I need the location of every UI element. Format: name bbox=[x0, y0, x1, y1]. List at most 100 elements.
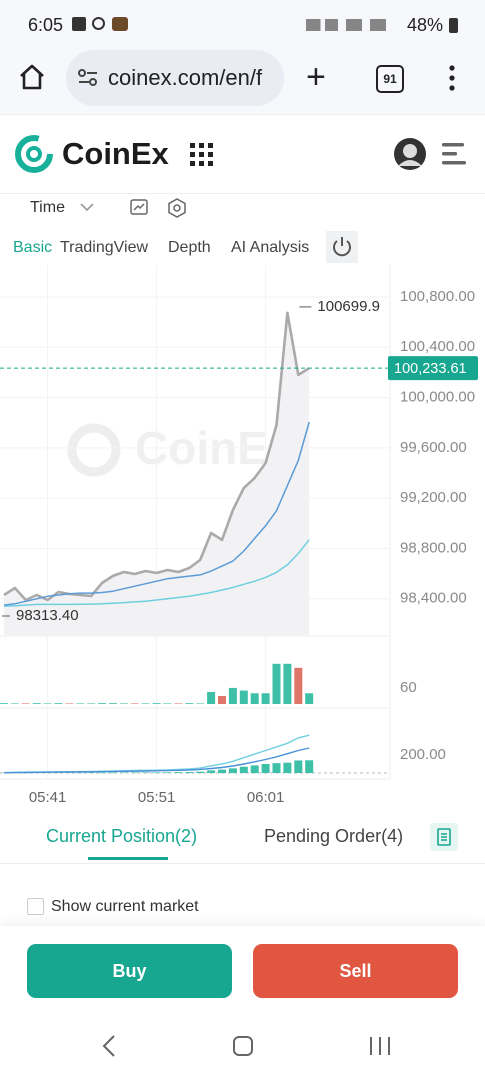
volume-bar bbox=[196, 703, 205, 704]
volume-bar bbox=[163, 703, 172, 704]
tab-underline bbox=[88, 857, 168, 860]
volume-bar bbox=[0, 703, 8, 704]
indicator-line bbox=[3, 747, 310, 774]
y-tick-label: 60 bbox=[400, 679, 417, 696]
site-header bbox=[0, 114, 485, 194]
y-tick-label: 98,800.00 bbox=[400, 539, 467, 556]
nav-home[interactable] bbox=[232, 1035, 254, 1057]
volume-bar bbox=[10, 703, 19, 704]
volume-bar bbox=[54, 703, 63, 704]
x-tick-label: 05:51 bbox=[138, 789, 176, 806]
hist-bar bbox=[119, 772, 128, 774]
chevron[interactable] bbox=[80, 202, 94, 212]
orders-icon[interactable] bbox=[430, 823, 458, 851]
hist-bar bbox=[174, 772, 183, 774]
position-tab-active[interactable]: Current Position(2) bbox=[46, 826, 198, 846]
volume-bar bbox=[76, 703, 85, 704]
hist-bar bbox=[261, 764, 270, 774]
volume-bar bbox=[228, 687, 237, 704]
x-tick-label: 05:41 bbox=[29, 789, 67, 806]
avatar[interactable] bbox=[393, 137, 427, 171]
hist-bar bbox=[207, 770, 216, 774]
volume-bar bbox=[250, 693, 259, 704]
nav-back[interactable] bbox=[100, 1034, 118, 1058]
volume-bar bbox=[185, 703, 194, 704]
status-icon bbox=[112, 17, 128, 31]
current-price-tag bbox=[388, 356, 478, 381]
logo-text[interactable]: CoinEx bbox=[62, 136, 169, 171]
volume-bar bbox=[152, 703, 161, 704]
watermark-icon bbox=[67, 423, 121, 477]
checkbox-label[interactable]: Show current market bbox=[51, 898, 199, 915]
home-button[interactable] bbox=[18, 63, 46, 91]
volume-bar bbox=[43, 703, 52, 704]
volume-bar bbox=[294, 667, 303, 704]
position-tab[interactable]: Pending Order(4) bbox=[264, 826, 404, 846]
nav-recents[interactable] bbox=[368, 1035, 392, 1057]
apps-icon[interactable] bbox=[190, 143, 214, 167]
battery-level: 48% bbox=[407, 15, 444, 35]
volume-bar bbox=[239, 690, 248, 704]
volume-bar bbox=[261, 693, 270, 704]
volume-bar bbox=[130, 703, 139, 704]
x-tick-label: 06:01 bbox=[247, 789, 285, 806]
volume-bar bbox=[174, 703, 183, 704]
y-tick-label: 100,000.00 bbox=[400, 389, 475, 406]
site-menu[interactable] bbox=[442, 142, 468, 166]
price-area bbox=[4, 312, 310, 635]
status-icon bbox=[72, 17, 86, 31]
chart-tab[interactable]: TradingView bbox=[60, 239, 149, 256]
chart-tab[interactable]: Depth bbox=[168, 239, 211, 256]
y-tick-label: 200.00 bbox=[400, 746, 446, 763]
volume-bar bbox=[32, 703, 41, 704]
volume-bar bbox=[207, 691, 216, 704]
hist-bar bbox=[130, 772, 139, 774]
hist-bar bbox=[218, 769, 226, 774]
volume-bar bbox=[109, 703, 117, 704]
clock: 6:05 bbox=[28, 15, 64, 35]
current-price-label: 100,233.61 bbox=[394, 361, 467, 377]
settings-icon[interactable] bbox=[167, 198, 187, 218]
y-tick-label: 99,600.00 bbox=[400, 439, 467, 456]
logo-icon[interactable] bbox=[14, 134, 54, 174]
chart-tab[interactable]: AI Analysis bbox=[231, 239, 310, 256]
divider bbox=[0, 863, 485, 864]
volume-bar bbox=[21, 703, 30, 704]
battery-icon bbox=[449, 18, 458, 33]
hist-bar bbox=[163, 772, 172, 774]
browser-menu[interactable] bbox=[446, 64, 458, 92]
volume-bar bbox=[87, 703, 96, 704]
tab-count[interactable]: 91 bbox=[376, 65, 404, 93]
hist-bar bbox=[141, 772, 150, 774]
sell-button[interactable]: Sell bbox=[253, 944, 458, 998]
new-tab-button[interactable]: + bbox=[306, 58, 326, 96]
chart-tab-active[interactable]: Basic bbox=[13, 239, 53, 256]
volume-bar bbox=[141, 703, 150, 704]
volume-bar bbox=[119, 703, 128, 704]
url[interactable]: coinex.com/en/f bbox=[108, 65, 263, 90]
indicator-icon[interactable] bbox=[130, 199, 148, 215]
y-tick-label: 100,800.00 bbox=[400, 288, 475, 305]
url-bar[interactable]: coinex.com/en/f bbox=[66, 50, 284, 106]
min-label: 98313.40 bbox=[16, 607, 79, 624]
hist-bar bbox=[250, 765, 259, 774]
chart: CoinEx100,800.00100,400.00100,000.0099,6… bbox=[0, 265, 478, 806]
y-tick-label: 98,400.00 bbox=[400, 590, 467, 607]
volume-bar bbox=[305, 693, 314, 704]
site-settings-icon[interactable] bbox=[78, 69, 98, 87]
signal-icons bbox=[306, 19, 386, 31]
power-button[interactable] bbox=[326, 231, 358, 263]
y-tick-label: 100,400.00 bbox=[400, 338, 475, 355]
max-label: 100699.9 bbox=[317, 298, 380, 315]
hist-bar bbox=[272, 763, 281, 774]
y-tick-label: 99,200.00 bbox=[400, 489, 467, 506]
interval-select[interactable]: Time bbox=[30, 199, 65, 216]
hist-bar bbox=[185, 772, 194, 774]
hist-bar bbox=[283, 762, 292, 774]
volume-bar bbox=[65, 703, 74, 704]
checkbox[interactable] bbox=[27, 898, 44, 915]
series-line bbox=[3, 311, 310, 602]
hist-bar bbox=[294, 760, 303, 774]
buy-button[interactable]: Buy bbox=[27, 944, 232, 998]
